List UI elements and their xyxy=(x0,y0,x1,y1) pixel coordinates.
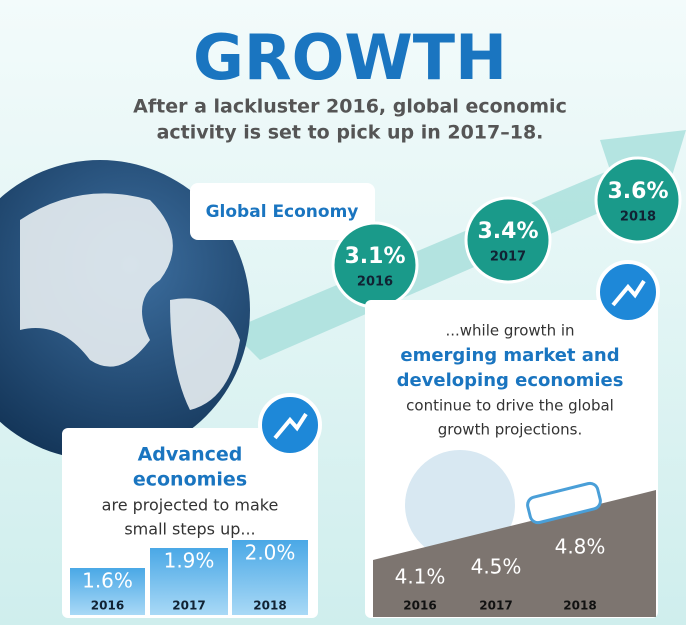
emerging-year: 2018 xyxy=(563,599,596,613)
growth-year: 2018 xyxy=(620,210,656,225)
advanced-value: 1.9% xyxy=(164,549,215,573)
emerging-highlight: developing economies xyxy=(397,370,624,391)
advanced-year: 2016 xyxy=(91,599,124,613)
advanced-bar xyxy=(150,548,228,615)
advanced-bar xyxy=(232,540,308,615)
advanced-year: 2018 xyxy=(253,599,286,613)
car xyxy=(526,481,602,525)
advanced-value: 1.6% xyxy=(82,569,133,593)
global-label: Global Economy xyxy=(206,202,359,222)
continent xyxy=(170,298,240,410)
emerging-year: 2017 xyxy=(479,599,512,613)
advanced-body: small steps up... xyxy=(124,520,255,539)
advanced-body: are projected to make xyxy=(102,496,279,515)
icon xyxy=(258,393,322,457)
advanced-heading: Advanced xyxy=(138,444,243,466)
emerging-text: growth projections. xyxy=(438,421,582,439)
emerging-value: 4.5% xyxy=(471,555,522,579)
growth-value: 3.6% xyxy=(607,179,668,204)
slope xyxy=(373,490,656,617)
emerging-year: 2016 xyxy=(403,599,436,613)
icon xyxy=(596,260,660,324)
emerging-highlight: emerging market and xyxy=(400,345,619,366)
icon-arrow xyxy=(611,279,646,307)
subtitle: activity is set to pick up in 2017–18. xyxy=(157,122,544,144)
advanced-bar xyxy=(70,568,145,615)
emerging-value: 4.1% xyxy=(395,565,446,589)
icon-arrow xyxy=(273,412,308,440)
emerging-value: 4.8% xyxy=(555,535,606,559)
arrow xyxy=(230,130,686,360)
growth-value: 3.4% xyxy=(477,219,538,244)
advanced-year: 2017 xyxy=(172,599,205,613)
emerging-text: ...while growth in xyxy=(445,322,574,340)
continent xyxy=(20,193,173,367)
advanced-value: 2.0% xyxy=(245,541,296,565)
growth-year: 2016 xyxy=(357,275,393,290)
emerging-text: continue to drive the global xyxy=(406,397,614,415)
advanced-heading: economies xyxy=(133,469,247,491)
growth-year: 2017 xyxy=(490,250,526,265)
title: GROWTH xyxy=(193,21,507,94)
growth-circle xyxy=(594,156,682,244)
growth-circle xyxy=(464,196,552,284)
subtitle: After a lackluster 2016, global economic xyxy=(133,96,567,118)
growth-value: 3.1% xyxy=(344,244,405,269)
global-label-box xyxy=(190,183,375,240)
